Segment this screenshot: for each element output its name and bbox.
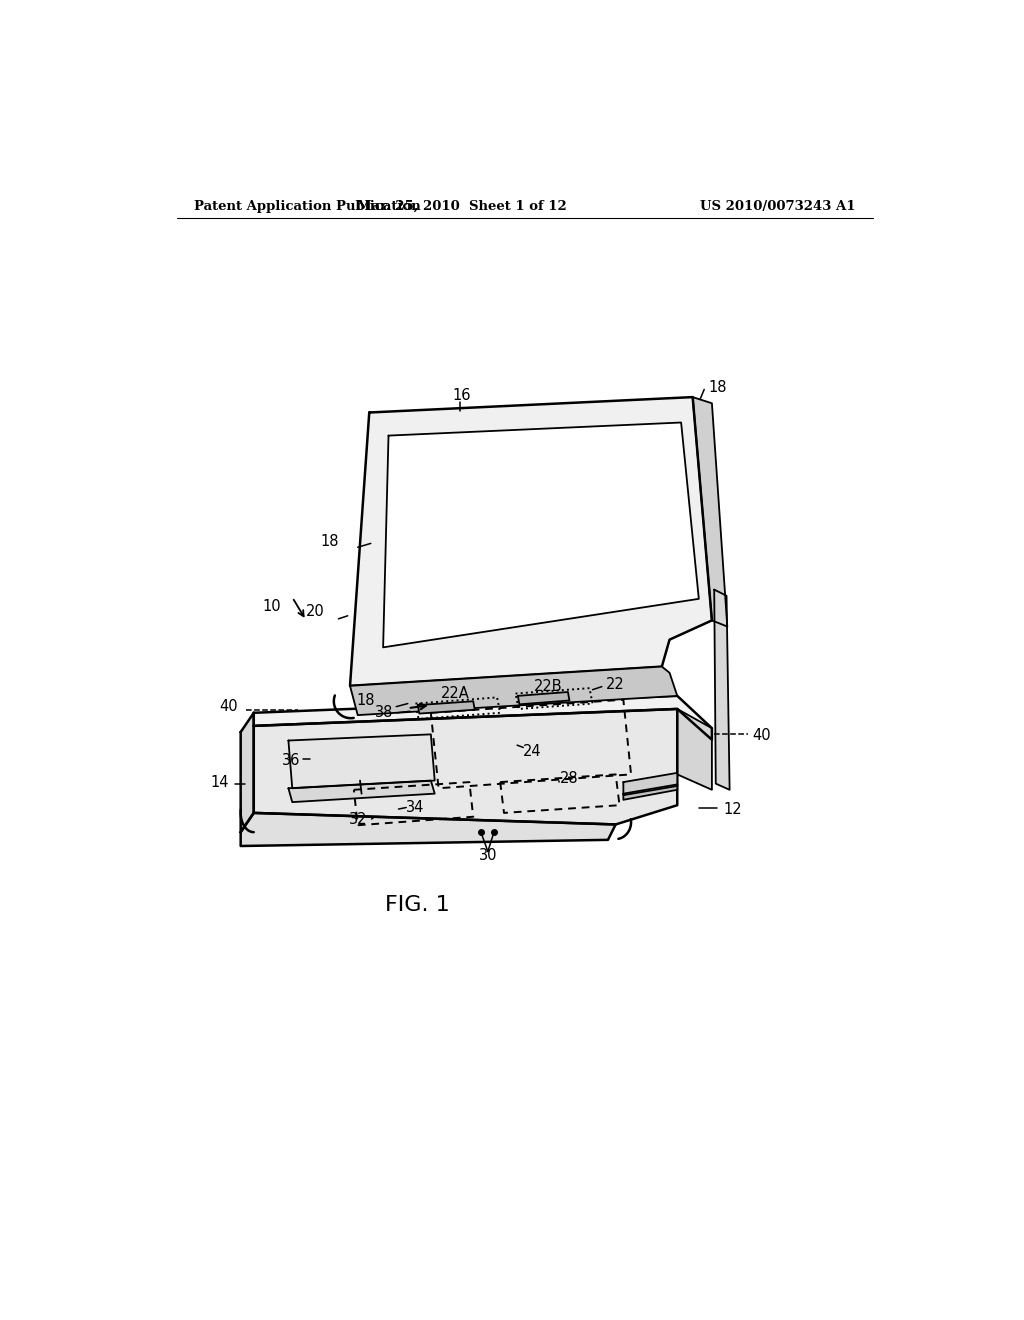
Polygon shape: [624, 784, 677, 800]
Text: Mar. 25, 2010  Sheet 1 of 12: Mar. 25, 2010 Sheet 1 of 12: [356, 199, 566, 213]
Text: 12: 12: [724, 801, 742, 817]
Text: 10: 10: [263, 599, 282, 614]
Polygon shape: [714, 590, 730, 789]
Polygon shape: [254, 709, 677, 825]
Text: 18: 18: [357, 693, 376, 708]
Text: 40: 40: [220, 700, 239, 714]
Text: 22A: 22A: [441, 686, 470, 701]
Text: 28: 28: [560, 771, 579, 785]
Text: 20: 20: [306, 603, 325, 619]
Polygon shape: [254, 696, 712, 739]
Text: US 2010/0073243 A1: US 2010/0073243 A1: [700, 199, 856, 213]
Text: 36: 36: [282, 752, 300, 768]
Polygon shape: [418, 701, 475, 714]
Polygon shape: [241, 813, 615, 846]
Polygon shape: [518, 692, 569, 705]
Text: 34: 34: [407, 800, 425, 814]
Text: 38: 38: [375, 705, 393, 721]
Polygon shape: [241, 713, 254, 832]
Polygon shape: [692, 397, 727, 627]
Text: Patent Application Publication: Patent Application Publication: [194, 199, 421, 213]
Text: 22: 22: [605, 677, 625, 692]
Text: FIG. 1: FIG. 1: [385, 895, 450, 915]
Text: 24: 24: [523, 743, 542, 759]
Polygon shape: [624, 774, 677, 795]
Text: 14: 14: [211, 775, 229, 789]
Polygon shape: [350, 397, 712, 686]
Text: 18: 18: [319, 535, 339, 549]
Text: 32: 32: [349, 812, 368, 826]
Text: 30: 30: [478, 847, 497, 863]
Text: 40: 40: [753, 729, 771, 743]
Text: 16: 16: [453, 388, 471, 403]
Polygon shape: [289, 780, 435, 803]
Polygon shape: [350, 667, 677, 715]
Polygon shape: [383, 422, 698, 647]
Text: 22B: 22B: [535, 678, 563, 694]
Polygon shape: [289, 734, 435, 788]
Polygon shape: [677, 709, 712, 789]
Text: 18: 18: [708, 380, 727, 396]
